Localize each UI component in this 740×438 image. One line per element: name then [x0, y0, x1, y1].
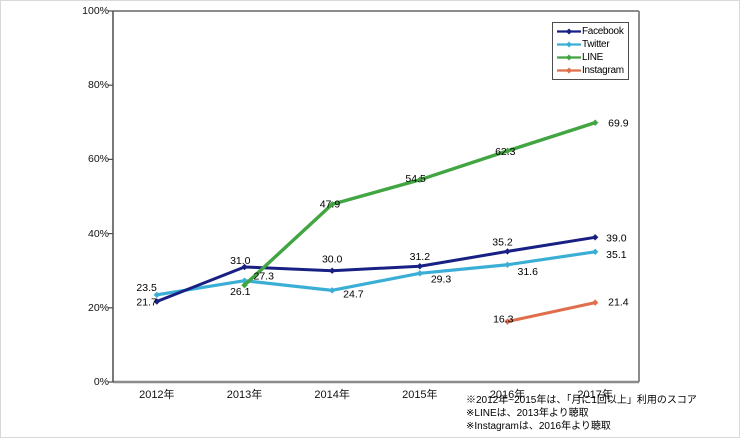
instagram-line — [506, 301, 597, 324]
line-data-label: 47.9 — [320, 198, 341, 210]
instagram-marker — [504, 318, 511, 325]
legend-line-marker-icon — [557, 54, 581, 61]
facebook-marker — [504, 248, 511, 255]
twitter-marker — [416, 270, 424, 277]
legend-label: Twitter — [582, 39, 610, 50]
facebook-data-label: 31.2 — [410, 251, 431, 263]
legend-label: LINE — [582, 52, 604, 63]
twitter-marker — [153, 291, 161, 299]
line-marker — [591, 119, 599, 126]
line-marker — [241, 281, 248, 289]
y-tick-label: 80% — [87, 79, 109, 92]
facebook-marker — [328, 267, 336, 274]
y-tick-label: 60% — [87, 153, 109, 166]
x-category-label: 2013年 — [226, 389, 263, 401]
footnote-instagram-since: ※Instagramは、2016年より聴取 — [466, 421, 611, 432]
legend-line-marker-icon — [557, 67, 581, 74]
x-category-label: 2014年 — [314, 389, 350, 401]
facebook-marker — [153, 298, 161, 305]
instagram-marker — [591, 299, 599, 306]
twitter-data-label: 24.7 — [343, 288, 364, 300]
legend-label: Facebook — [582, 26, 624, 37]
twitter-data-label: 29.3 — [431, 273, 452, 285]
twitter-data-label: 31.6 — [518, 266, 539, 278]
x-category-label: 2016年 — [489, 389, 526, 401]
facebook-data-label: 39.0 — [606, 232, 627, 244]
line-data-label: 26.1 — [230, 286, 251, 298]
line-marker — [504, 147, 511, 155]
line-data-label: 69.9 — [608, 118, 629, 130]
instagram-data-label: 21.4 — [608, 297, 629, 309]
facebook-data-label: 30.0 — [322, 254, 343, 266]
line-marker — [416, 176, 424, 184]
legend-item-line: LINE — [557, 52, 628, 64]
legend-line-marker-icon — [557, 28, 581, 35]
instagram-data-label: 16.3 — [493, 314, 514, 326]
twitter-marker — [504, 261, 511, 268]
line-data-label: 62.3 — [495, 146, 516, 158]
facebook-marker — [241, 263, 248, 271]
legend-line-marker-icon — [557, 41, 581, 48]
facebook-marker — [416, 263, 424, 270]
legend-item-twitter: Twitter — [557, 39, 628, 51]
chart-legend: Facebook Twitter LINE Instagram — [552, 22, 629, 80]
y-tick-label: 40% — [87, 227, 109, 240]
facebook-data-label: 21.7 — [136, 296, 157, 308]
line-marker — [328, 201, 336, 208]
x-category-label: 2017年 — [577, 389, 613, 401]
x-category-label: 2012年 — [139, 389, 175, 401]
twitter-data-label: 27.3 — [254, 271, 275, 283]
legend-label: Instagram — [582, 65, 624, 76]
legend-item-instagram: Instagram — [557, 65, 628, 77]
footnote-line-since: ※LINEは、2013年より聴取 — [466, 408, 589, 419]
legend-item-facebook: Facebook — [557, 26, 628, 38]
x-category-label: 2015年 — [402, 389, 438, 401]
facebook-data-label: 31.0 — [230, 255, 251, 267]
twitter-marker — [328, 287, 336, 294]
twitter-marker — [591, 248, 599, 255]
facebook-data-label: 35.2 — [492, 236, 513, 248]
y-tick-label: 20% — [87, 301, 109, 314]
y-tick-label: 0% — [93, 376, 109, 388]
line-data-label: 54.5 — [405, 173, 426, 185]
twitter-data-label: 23.5 — [136, 282, 157, 294]
facebook-line — [155, 235, 597, 303]
footnote-survey-score: ※2012年~2015年は、「月に1回以上」利用のスコア — [466, 395, 697, 406]
twitter-line — [155, 250, 597, 297]
facebook-marker — [591, 234, 599, 241]
twitter-data-label: 35.1 — [606, 249, 627, 261]
y-tick-label: 100% — [82, 5, 109, 17]
chart-footnotes: ※2012年~2015年は、「月に1回以上」利用のスコア ※LINEは、2013… — [466, 394, 697, 433]
